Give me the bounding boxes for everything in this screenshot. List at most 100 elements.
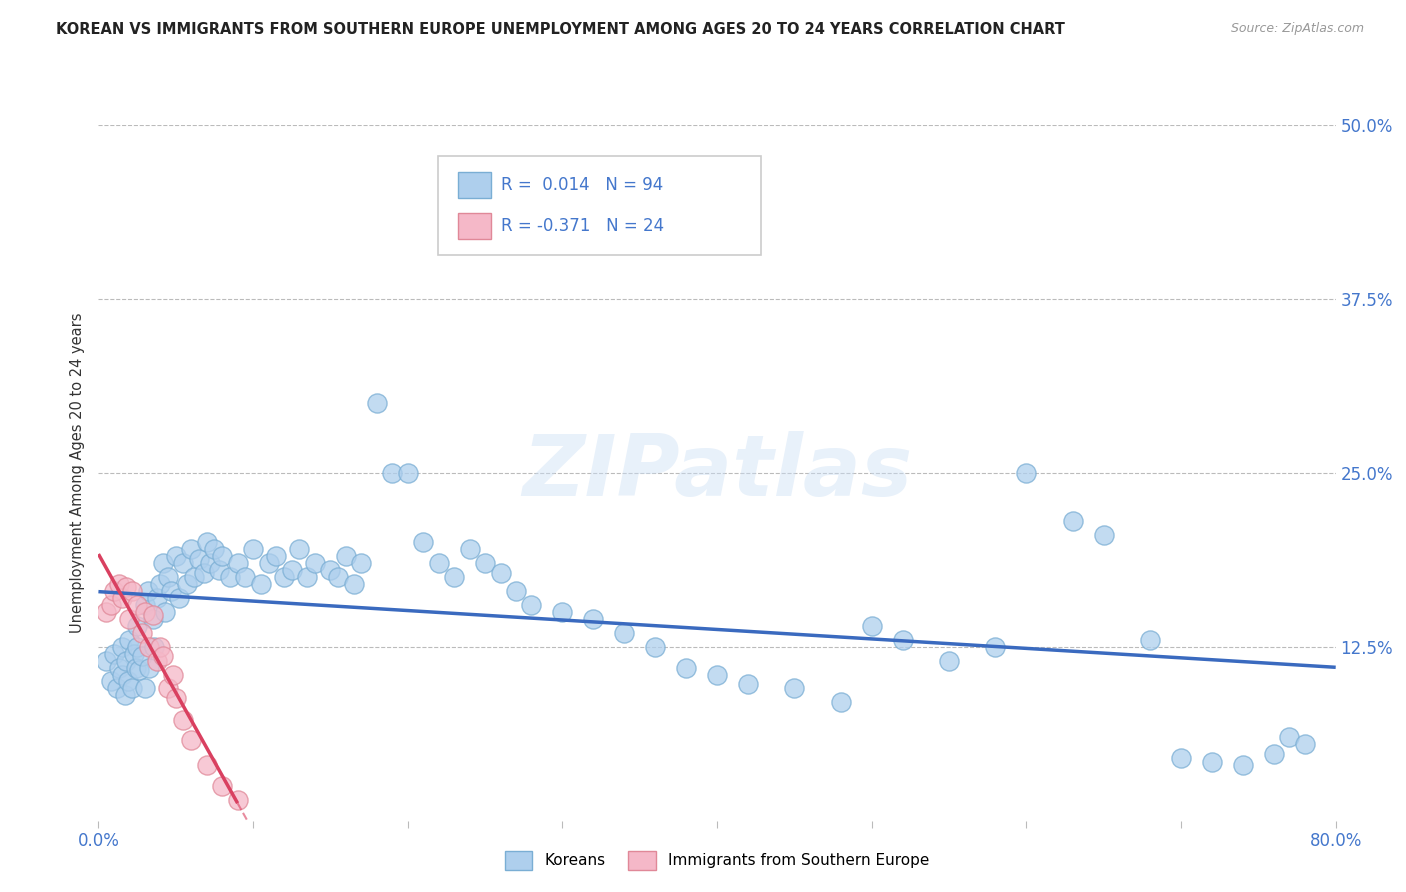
Point	[143, 640, 166, 654]
Point	[100, 674, 122, 689]
Point	[111, 667, 132, 681]
Point	[100, 598, 122, 612]
Point	[127, 598, 149, 612]
Point	[706, 667, 728, 681]
Point	[343, 577, 366, 591]
Point	[152, 649, 174, 664]
Point	[127, 640, 149, 654]
Point	[127, 619, 149, 633]
Point	[152, 556, 174, 570]
Point	[381, 466, 404, 480]
Point	[134, 598, 156, 612]
Point	[167, 591, 190, 605]
Point	[122, 647, 145, 661]
Point	[146, 591, 169, 605]
Point	[176, 577, 198, 591]
Point	[198, 556, 221, 570]
Point	[160, 584, 183, 599]
Point	[366, 396, 388, 410]
Point	[226, 556, 249, 570]
Point	[103, 647, 125, 661]
Point	[350, 556, 373, 570]
Point	[172, 556, 194, 570]
Point	[326, 570, 350, 584]
Text: Source: ZipAtlas.com: Source: ZipAtlas.com	[1230, 22, 1364, 36]
Point	[264, 549, 288, 564]
Point	[141, 607, 165, 622]
Point	[96, 605, 118, 619]
Point	[233, 570, 257, 584]
Point	[134, 681, 156, 696]
Point	[520, 598, 543, 612]
Point	[195, 535, 218, 549]
Point	[1278, 730, 1301, 744]
Point	[103, 584, 125, 599]
Point	[219, 570, 242, 584]
Point	[138, 660, 160, 674]
Point	[443, 570, 465, 584]
Point	[1139, 632, 1161, 647]
Y-axis label: Unemployment Among Ages 20 to 24 years: Unemployment Among Ages 20 to 24 years	[69, 312, 84, 633]
Point	[1170, 751, 1192, 765]
Point	[138, 640, 160, 654]
Point	[115, 654, 138, 668]
Text: R =  0.014   N = 94: R = 0.014 N = 94	[501, 176, 664, 194]
Point	[288, 542, 311, 557]
Point	[396, 466, 419, 480]
Point	[737, 677, 759, 691]
Point	[118, 612, 141, 626]
Point	[131, 625, 153, 640]
Point	[136, 584, 159, 599]
Point	[183, 570, 205, 584]
Point	[273, 570, 295, 584]
Point	[582, 612, 605, 626]
Point	[114, 689, 136, 703]
Point	[195, 758, 218, 772]
Point	[281, 563, 304, 577]
Point	[211, 779, 233, 793]
Point	[153, 605, 176, 619]
Point	[165, 549, 187, 564]
Point	[111, 591, 132, 605]
Point	[474, 556, 496, 570]
Point	[783, 681, 806, 696]
Point	[211, 549, 233, 564]
Point	[412, 535, 434, 549]
Point	[131, 649, 153, 664]
Point	[193, 566, 215, 580]
Point	[149, 577, 172, 591]
Point	[297, 570, 319, 584]
Point	[319, 563, 342, 577]
Point	[1092, 528, 1115, 542]
Point	[208, 563, 231, 577]
Point	[107, 660, 129, 674]
Text: R = -0.371   N = 24: R = -0.371 N = 24	[501, 217, 664, 235]
Point	[107, 577, 129, 591]
Point	[117, 674, 139, 689]
Point	[124, 660, 146, 674]
Point	[613, 625, 636, 640]
Point	[157, 681, 180, 696]
Point	[242, 542, 264, 557]
Point	[146, 654, 169, 668]
Point	[165, 691, 187, 706]
Point	[188, 552, 211, 566]
Point	[250, 577, 273, 591]
Point	[304, 556, 326, 570]
Text: KOREAN VS IMMIGRANTS FROM SOUTHERN EUROPE UNEMPLOYMENT AMONG AGES 20 TO 24 YEARS: KOREAN VS IMMIGRANTS FROM SOUTHERN EUROP…	[56, 22, 1066, 37]
Point	[984, 640, 1007, 654]
Point	[180, 542, 202, 557]
Point	[118, 632, 141, 647]
Point	[1263, 747, 1285, 761]
Point	[172, 714, 194, 728]
Point	[489, 566, 512, 580]
Point	[121, 584, 143, 599]
Point	[128, 664, 150, 678]
Point	[335, 549, 357, 564]
Point	[1232, 758, 1254, 772]
Point	[1015, 466, 1038, 480]
Point	[141, 612, 165, 626]
Point	[111, 640, 132, 654]
Point	[458, 542, 481, 557]
Point	[180, 733, 202, 747]
